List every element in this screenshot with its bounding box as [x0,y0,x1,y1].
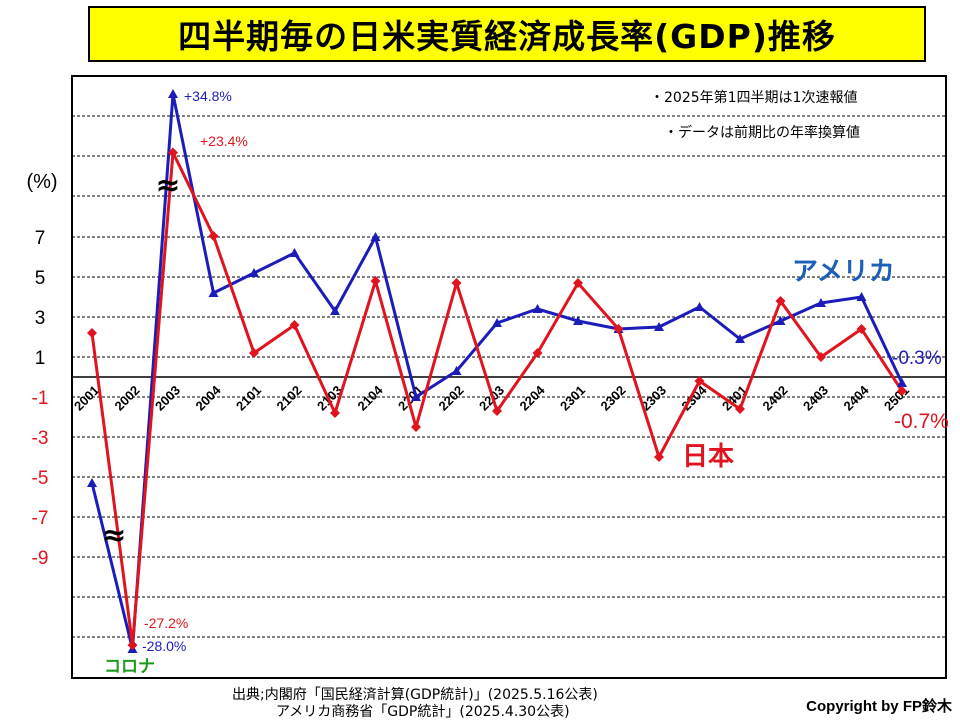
x-tick-label: 2403 [800,383,831,414]
x-tick-label: 2301 [557,383,588,414]
japan-marker [532,348,543,358]
usa-marker [370,232,381,241]
japan-marker [289,320,300,330]
usa-marker [573,316,583,325]
plot-frame [71,75,947,679]
x-tick-label: 2104 [355,382,387,414]
usa-marker [816,298,826,307]
japan-marker [897,386,907,396]
note-preliminary: ・2025年第1四半期は1次速報値 [650,89,857,106]
usa-marker [775,316,786,325]
series-lines [90,93,904,650]
y-tick-label: -9 [32,548,49,569]
x-tick-label: 2102 [274,383,305,414]
usa-marker [492,318,502,327]
usa-marker [87,478,97,487]
y-axis-ticks: (%) 7 5 3 1 -1 -3 -5 -7 -9 [26,171,57,569]
annotations: ≈ ≈ ・2025年第1四半期は1次速報値・データは前期比の年率換算値 +34.8% +… [101,88,948,677]
japan-marker [694,376,705,386]
japan-marker [411,422,421,432]
y-tick-label: -1 [32,388,49,409]
x-tick-label: 2204 [517,382,549,414]
source-line-2: アメリカ商務省「GDP統計」(2025.4.30公表) [276,704,570,720]
japan-marker [87,328,97,338]
japan-marker [249,348,259,358]
japan-series-label: 日本 [682,442,734,472]
usa-marker [451,366,462,375]
y-tick-label: 1 [35,348,46,369]
y-tick-label: 5 [35,268,46,289]
x-tick-label: 2302 [598,383,629,414]
y-tick-label: -5 [32,468,49,489]
usa-trough-label: -28.0% [142,638,186,654]
japan-marker [816,352,826,362]
japan-marker [775,296,786,306]
note-annualized: ・データは前期比の年率換算値 [664,124,860,141]
usa-latest-label: -0.3% [892,348,942,369]
x-tick-label: 2402 [760,383,791,414]
x-tick-label: 2501 [881,383,912,414]
corona-label: コロナ [104,657,155,677]
series-line [90,93,904,650]
chart-title: 四半期毎の日米実質経済成長率(GDP)推移 [88,6,926,62]
x-tick-label: 2001 [71,383,102,414]
x-tick-label: 2002 [112,383,143,414]
japan-latest-label: -0.7% [894,410,949,433]
usa-marker [168,89,178,98]
axis-break-bottom-icon: ≈ [101,518,126,553]
japan-marker [370,276,381,286]
usa-marker [532,304,543,313]
source-line-1: 出典;内閣府「国民経済計算(GDP統計)」(2025.5.16公表) [232,687,598,703]
usa-marker [735,334,745,343]
usa-marker [330,306,340,315]
y-tick-label: -3 [32,428,49,449]
y-tick-label: 7 [35,228,46,249]
japan-marker [451,278,462,288]
y-tick-label: -7 [32,508,49,529]
usa-peak-label: +34.8% [184,88,232,104]
x-tick-label: 2003 [152,383,183,414]
usa-marker [654,322,664,331]
usa-marker [208,288,219,297]
copyright: Copyright by FP鈴木 [806,698,952,715]
usa-marker [694,302,705,311]
usa-marker [411,392,421,401]
usa-marker [856,292,867,301]
usa-marker [249,268,259,277]
series-markers [87,89,907,653]
y-tick-label: 3 [35,308,46,329]
usa-marker [897,378,907,387]
japan-marker [168,147,178,158]
usa-marker [289,248,300,257]
japan-peak-label: +23.4% [200,133,248,149]
japan-marker [127,640,138,651]
japan-trough-label: -27.2% [144,615,188,631]
axis-break-top-icon: ≈ [155,168,180,203]
japan-marker [573,278,583,288]
y-axis-label: (%) [26,171,57,193]
x-tick-label: 2004 [193,382,225,414]
japan-marker [208,230,219,241]
usa-series-label: アメリカ [792,257,895,287]
japan-marker [735,404,745,414]
grid-lines [72,115,946,638]
japan-marker [654,452,664,462]
japan-marker [330,408,340,418]
japan-marker [613,324,624,334]
x-tick-label: 2202 [436,383,467,414]
x-tick-label: 2101 [233,383,264,414]
japan-marker [492,406,502,416]
x-tick-label: 2404 [841,382,873,414]
japan-marker [856,324,867,334]
